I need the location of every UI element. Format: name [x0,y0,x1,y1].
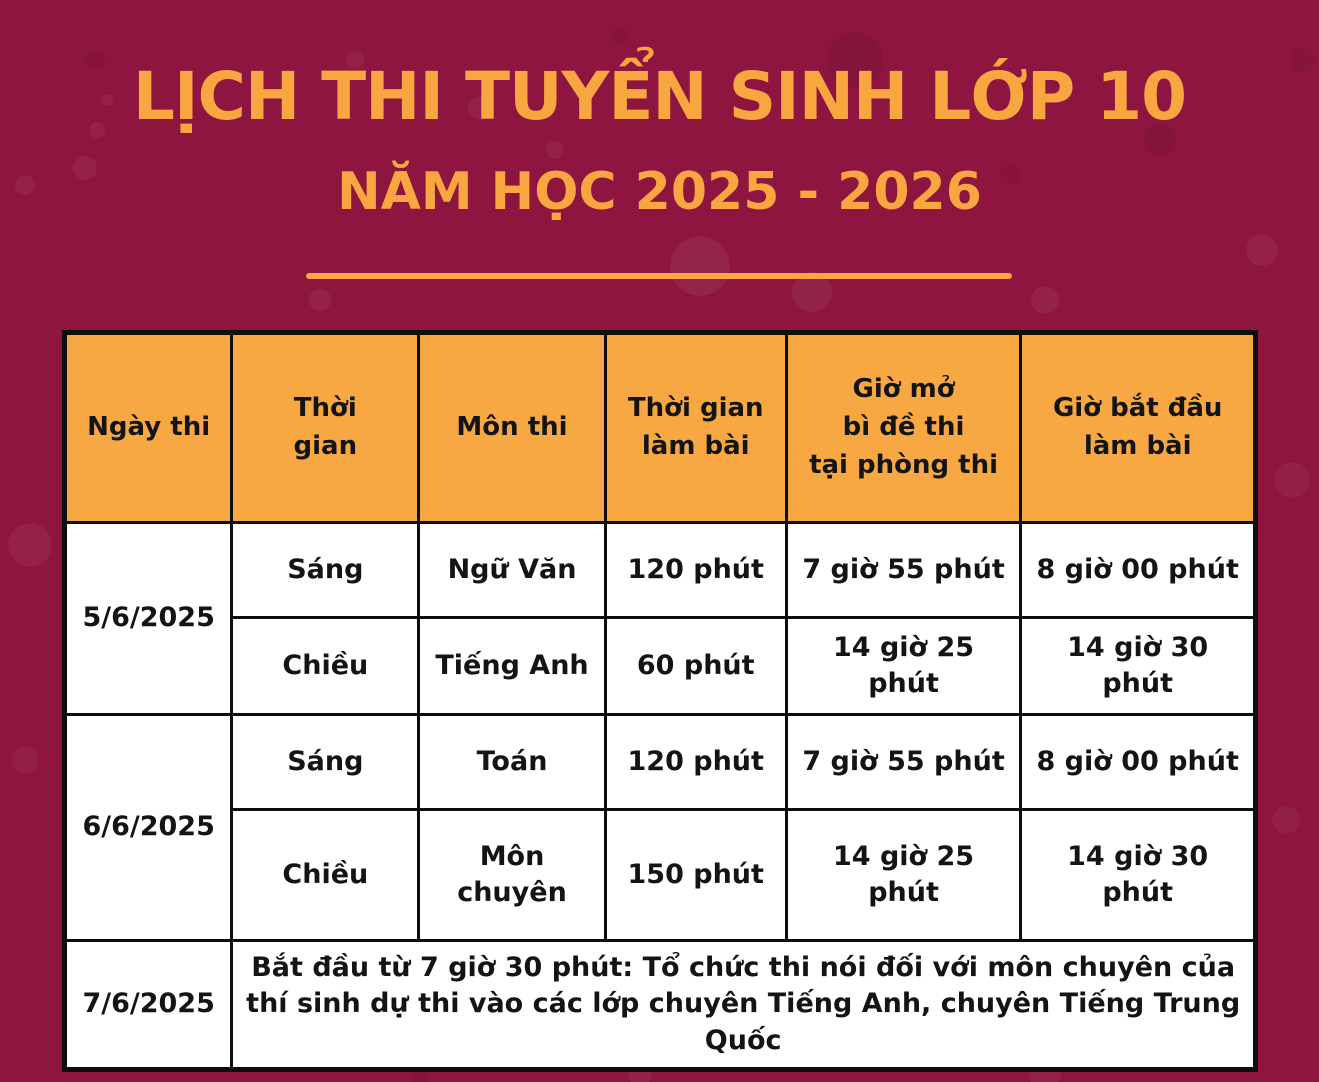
session-cell: Chiều [230,616,421,716]
start-time-cell: 8 giờ 00 phút [1019,713,1257,811]
note-cell: Bắt đầu từ 7 giờ 30 phút: Tổ chức thi nó… [230,939,1257,1071]
open-time-cell: 14 giờ 25 phút [784,808,1023,942]
header-cell-thoi-gian-lam-bai: Thời gian làm bài [603,331,788,524]
duration-cell: 120 phút [603,713,788,811]
header-cell-mon-thi: Môn thi [417,331,607,524]
header-cell-gio-bat-dau: Giờ bắt đầu làm bài [1019,331,1257,524]
start-time-cell: 14 giờ 30 phút [1019,808,1257,942]
start-time-cell: 14 giờ 30 phút [1019,616,1257,716]
subject-cell: Môn chuyên [417,808,607,942]
header-cell-gio-mo-bi-de-thi: Giờ mở bì đề thi tại phòng thi [784,331,1023,524]
open-time-cell: 7 giờ 55 phút [784,521,1023,619]
date-cell: 7/6/2025 [62,939,234,1071]
subject-cell: Ngữ Văn [417,521,607,619]
open-time-cell: 14 giờ 25 phút [784,616,1023,716]
duration-cell: 120 phút [603,521,788,619]
header-cell-thoi-gian: Thời gian [230,331,421,524]
date-cell: 5/6/2025 [62,521,234,716]
poster-subtitle: NĂM HỌC 2025 - 2026 [337,162,982,222]
header-cell-ngay-thi: Ngày thi [62,331,234,524]
table-row: Chiều Môn chuyên 150 phút 14 giờ 25 phút… [65,808,1257,942]
table-header-row: Ngày thi Thời gian Môn thi Thời gian làm… [62,331,1257,524]
title-divider [306,273,1012,279]
table-row-note: 7/6/2025 Bắt đầu từ 7 giờ 30 phút: Tổ ch… [62,939,1257,1071]
table-row: Chiều Tiếng Anh 60 phút 14 giờ 25 phút 1… [65,616,1257,716]
duration-cell: 60 phút [603,616,788,716]
session-cell: Sáng [230,521,421,619]
duration-cell: 150 phút [603,808,788,942]
subject-cell: Tiếng Anh [417,616,607,716]
exam-schedule-table: Ngày thi Thời gian Môn thi Thời gian làm… [62,330,1258,1072]
open-time-cell: 7 giờ 55 phút [784,713,1023,811]
start-time-cell: 8 giờ 00 phút [1019,521,1257,619]
table-row: 5/6/2025 Sáng Ngữ Văn 120 phút 7 giờ 55 … [62,521,1257,716]
session-cell: Sáng [230,713,421,811]
table-row: 6/6/2025 Sáng Toán 120 phút 7 giờ 55 phú… [62,713,1257,942]
session-cell: Chiều [230,808,421,942]
poster-title: LỊCH THI TUYỂN SINH LỚP 10 [132,58,1187,135]
date-cell: 6/6/2025 [62,713,234,942]
subject-cell: Toán [417,713,607,811]
